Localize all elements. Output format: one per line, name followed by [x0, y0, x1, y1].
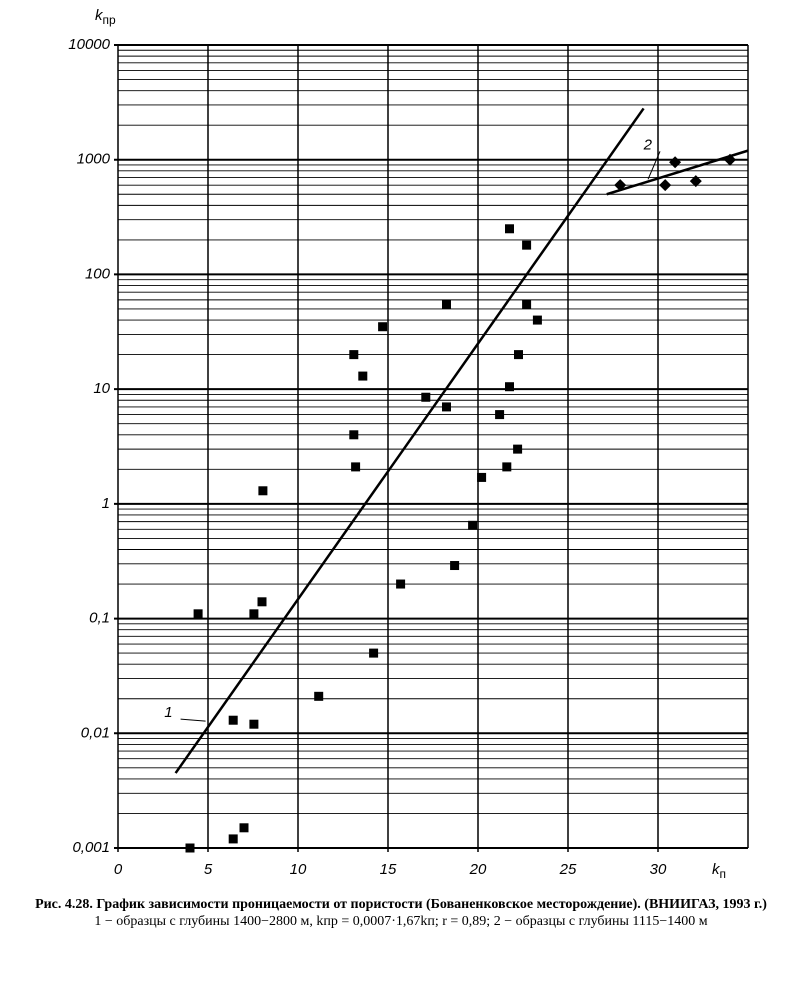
square-point — [396, 579, 406, 589]
y-tick-label: 100 — [85, 265, 111, 282]
y-axis-label: kпр — [95, 7, 116, 27]
square-point — [185, 843, 195, 853]
square-point — [477, 472, 487, 482]
diamond-point — [614, 179, 627, 192]
square-point — [378, 322, 388, 332]
y-label-sub: пр — [103, 13, 116, 27]
x-tick-label: 30 — [650, 861, 667, 878]
square-point — [505, 224, 514, 234]
square-point — [532, 315, 542, 325]
y-label-main: k — [95, 7, 104, 24]
y-tick-label: 0,001 — [72, 839, 110, 856]
y-tick-label: 0,1 — [89, 610, 110, 627]
square-point — [505, 382, 514, 392]
square-point — [522, 240, 532, 250]
x-tick-label: 15 — [380, 861, 397, 878]
square-point — [502, 462, 512, 472]
square-point — [314, 691, 324, 701]
x-tick-label: 20 — [469, 861, 487, 878]
caption: Рис. 4.28. График зависимости проницаемо… — [20, 896, 782, 930]
square-point — [228, 715, 238, 725]
square-point — [421, 392, 431, 402]
x-label-sub: п — [720, 867, 727, 881]
square-point — [349, 350, 359, 360]
x-tick-label: 10 — [290, 861, 307, 878]
square-point — [468, 520, 478, 530]
square-point — [450, 561, 460, 571]
square-point — [513, 444, 523, 454]
square-point — [249, 609, 259, 619]
diamond-point — [659, 179, 672, 192]
y-tick-label: 1 — [102, 495, 110, 512]
square-point — [442, 402, 451, 412]
leader-line — [647, 151, 661, 180]
caption-text: 1 − образцы с глубины 1400−2800 м, kпр =… — [94, 914, 708, 929]
square-point — [358, 371, 368, 381]
square-point — [522, 299, 532, 309]
line-label: 1 — [164, 704, 172, 721]
square-point — [249, 719, 259, 729]
diamond-point — [724, 153, 736, 166]
y-tick-label: 10000 — [68, 36, 110, 53]
square-point — [258, 486, 268, 496]
leader-line — [180, 718, 206, 722]
fit-line — [606, 149, 749, 196]
square-point — [442, 299, 451, 309]
y-tick-label: 1000 — [77, 151, 111, 168]
square-point — [495, 410, 505, 420]
x-tick-label: 0 — [114, 861, 123, 878]
fit-line — [174, 107, 645, 774]
square-point — [239, 823, 249, 833]
line-label: 2 — [643, 136, 653, 153]
x-axis-label: kп — [712, 861, 726, 881]
caption-title: Рис. 4.28. График зависимости проницаемо… — [35, 897, 767, 912]
x-label-main: k — [712, 861, 721, 878]
square-point — [349, 430, 359, 440]
diamond-point — [689, 175, 702, 188]
square-point — [228, 834, 238, 844]
y-tick-label: 10 — [93, 380, 110, 397]
x-tick-label: 5 — [204, 861, 213, 878]
square-point — [369, 648, 379, 658]
square-point — [257, 597, 267, 607]
diamond-point — [669, 156, 682, 169]
square-point — [193, 609, 203, 619]
square-point — [514, 350, 523, 360]
y-tick-label: 0,01 — [81, 724, 110, 741]
x-tick-label: 25 — [559, 861, 577, 878]
square-point — [351, 462, 361, 472]
